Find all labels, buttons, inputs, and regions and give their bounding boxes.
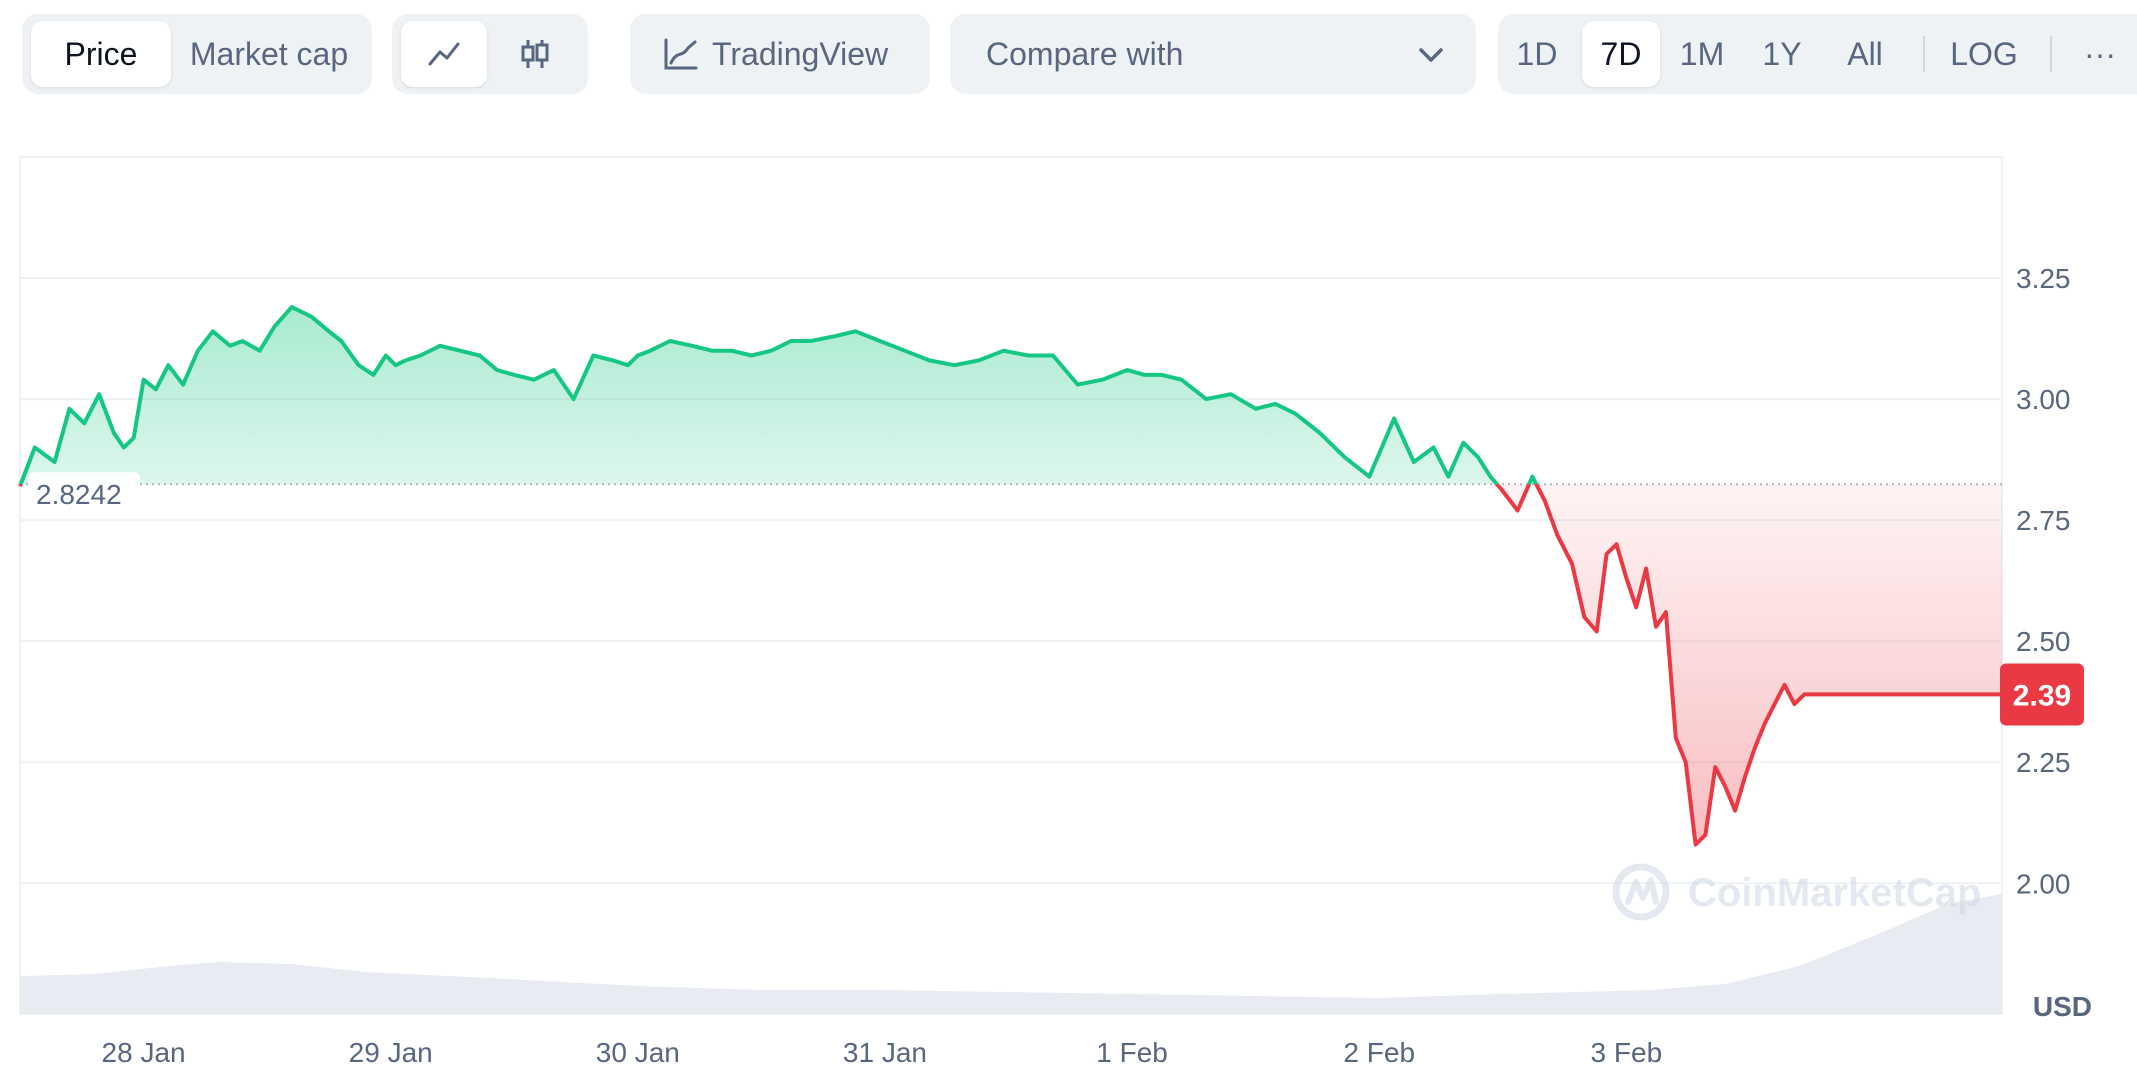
- y-tick-label: 2.75: [2016, 505, 2071, 536]
- watermark: CoinMarketCap: [1612, 863, 1981, 921]
- current-price-bg: [2000, 663, 2084, 726]
- compare-dropdown[interactable]: Compare with: [950, 14, 1476, 94]
- chart-line-icon: [664, 38, 698, 70]
- compare-label: Compare with: [986, 35, 1184, 72]
- currency-label: USD: [2033, 991, 2092, 1022]
- y-tick-label: 3.25: [2016, 263, 2071, 294]
- market-cap-button[interactable]: Market cap: [189, 35, 349, 72]
- x-tick-label: 30 Jan: [596, 1037, 680, 1068]
- metric-toggle: Price Market cap: [22, 14, 372, 94]
- toolbar-divider: [2050, 36, 2052, 72]
- range-1y-button[interactable]: 1Y: [1762, 35, 1802, 72]
- chevron-down-icon: [1419, 48, 1443, 62]
- range-7d-button[interactable]: 7D: [1582, 21, 1660, 87]
- current-price-label: 2.39: [2013, 679, 2071, 712]
- candlestick-icon: [521, 40, 549, 68]
- log-scale-button[interactable]: LOG: [1950, 35, 2018, 72]
- y-tick-label: 2.25: [2016, 747, 2071, 778]
- line-chart-button[interactable]: [401, 21, 487, 87]
- tradingview-button[interactable]: TradingView: [630, 14, 930, 94]
- x-tick-label: 1 Feb: [1096, 1037, 1168, 1068]
- tradingview-label: TradingView: [712, 35, 889, 72]
- area-fill-below-baseline: [20, 484, 2002, 845]
- range-all-button[interactable]: All: [1847, 35, 1883, 72]
- x-tick-label: 2 Feb: [1343, 1037, 1415, 1068]
- area-fill-above-baseline: [20, 307, 2002, 485]
- baseline-label: 2.8242: [28, 472, 140, 515]
- baseline-value-label: 2.8242: [36, 479, 122, 510]
- x-tick-label: 31 Jan: [843, 1037, 927, 1068]
- x-tick-label: 29 Jan: [349, 1037, 433, 1068]
- more-options-button[interactable]: ···: [2084, 35, 2116, 72]
- x-axis: 28 Jan 29 Jan 30 Jan 31 Jan 1 Feb 2 Feb 3 Feb: [102, 1037, 1663, 1068]
- current-price-badge: 2.39: [2000, 663, 2084, 726]
- range-1d-button[interactable]: 1D: [1516, 35, 1558, 72]
- candlestick-button[interactable]: [492, 21, 578, 87]
- chart-style-toggle: [392, 14, 588, 94]
- line-chart-icon: [428, 42, 460, 66]
- x-tick-label: 3 Feb: [1591, 1037, 1663, 1068]
- baseline-label-bg: [28, 472, 140, 515]
- y-tick-label: 2.00: [2016, 868, 2071, 899]
- price-line-down: [18, 484, 2002, 847]
- time-range-toggle: 1D 7D 1M 1Y All LOG ···: [1498, 14, 2137, 94]
- volume-area: [20, 894, 2002, 1014]
- volume-bars: [20, 894, 2002, 1014]
- price-line-up: [18, 305, 1539, 485]
- x-tick-label: 28 Jan: [102, 1037, 186, 1068]
- price-button[interactable]: Price: [31, 21, 171, 87]
- range-1m-button[interactable]: 1M: [1679, 35, 1725, 72]
- y-axis: 2.00 2.25 2.50 2.75 3.00 3.25: [2016, 263, 2071, 899]
- toolbar-divider: [1923, 36, 1925, 72]
- y-tick-label: 2.50: [2016, 626, 2071, 657]
- y-tick-label: 3.00: [2016, 384, 2071, 415]
- watermark-logo-mark: [1625, 877, 1659, 905]
- watermark-text: CoinMarketCap: [1688, 871, 1981, 915]
- watermark-logo-icon: [1612, 863, 1670, 921]
